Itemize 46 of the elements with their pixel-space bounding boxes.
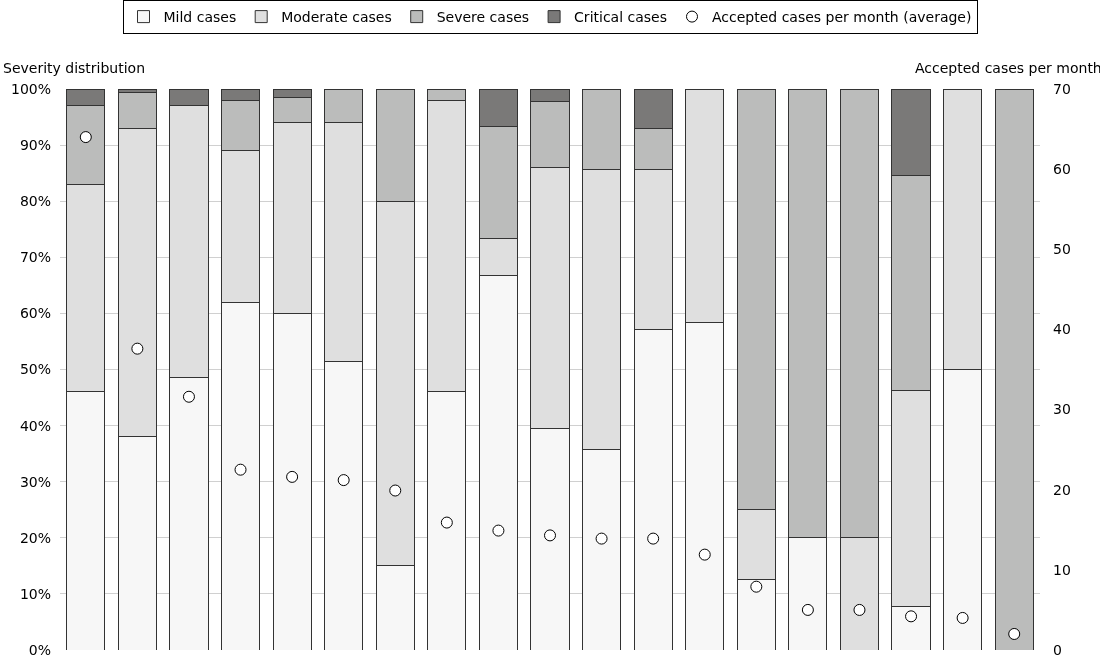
y-tick-label: 10% bbox=[19, 585, 51, 602]
y-axis-title: Severity distribution bbox=[3, 60, 146, 76]
point bbox=[853, 603, 866, 616]
point bbox=[182, 390, 195, 403]
legend-label: Moderate cases bbox=[281, 9, 392, 26]
y2-tick-label: 40 bbox=[1053, 321, 1071, 338]
y-tick-label: 100% bbox=[10, 80, 51, 97]
point bbox=[440, 516, 453, 529]
point bbox=[1008, 627, 1021, 640]
y2-axis-title: Accepted cases per month bbox=[915, 60, 1100, 76]
point bbox=[647, 532, 660, 545]
y-tick-label: 0% bbox=[28, 641, 51, 658]
y2-tick-label: 0 bbox=[1053, 641, 1062, 658]
y2-tick-label: 60 bbox=[1053, 161, 1071, 178]
y2-tick-label: 30 bbox=[1053, 401, 1071, 418]
point bbox=[595, 532, 608, 545]
y-tick-label: 20% bbox=[19, 529, 51, 546]
y-tick-label: 30% bbox=[19, 473, 51, 490]
y-tick-label: 60% bbox=[19, 305, 51, 322]
legend-label: Critical cases bbox=[574, 9, 667, 26]
point bbox=[286, 470, 299, 483]
point bbox=[389, 484, 402, 497]
y2-tick-label: 20 bbox=[1053, 481, 1071, 498]
legend-label: Mild cases bbox=[163, 9, 237, 26]
bar bbox=[994, 89, 1034, 650]
y2-tick-label: 50 bbox=[1053, 241, 1071, 258]
point bbox=[131, 342, 144, 355]
y-tick-label: 90% bbox=[19, 137, 51, 153]
point bbox=[492, 524, 505, 537]
y2-tick-label: 70 bbox=[1053, 80, 1071, 97]
y-tick-label: 40% bbox=[19, 417, 51, 434]
y2-tick-label: 10 bbox=[1053, 561, 1071, 578]
legend-label: Accepted cases per month (average) bbox=[712, 9, 972, 26]
point bbox=[79, 131, 92, 144]
point bbox=[698, 548, 711, 561]
point bbox=[750, 580, 763, 593]
point bbox=[337, 474, 350, 487]
y-tick-label: 50% bbox=[19, 361, 51, 378]
legend-label: Severe cases bbox=[436, 9, 530, 26]
point bbox=[544, 529, 556, 542]
point bbox=[801, 603, 814, 616]
y-tick-label: 70% bbox=[19, 249, 51, 266]
y-tick-label: 80% bbox=[19, 193, 51, 210]
point bbox=[905, 610, 918, 623]
point bbox=[956, 611, 969, 624]
point bbox=[234, 463, 247, 476]
